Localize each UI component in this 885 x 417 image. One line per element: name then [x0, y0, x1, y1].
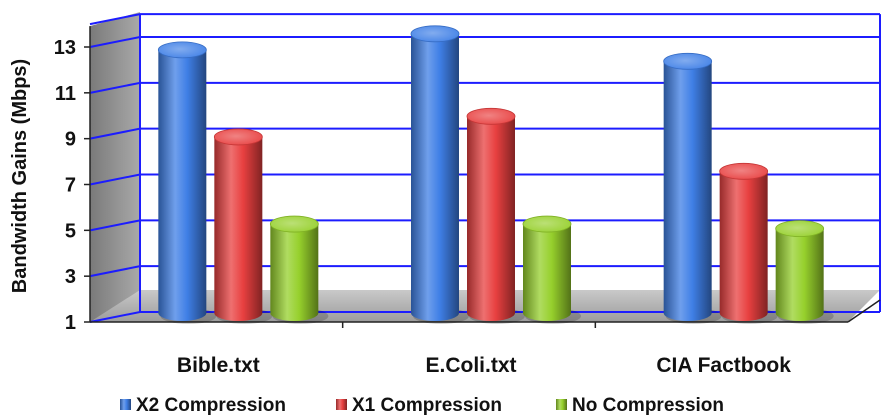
- bar: [269, 215, 329, 324]
- bar: [775, 220, 834, 324]
- y-tick-label: 13: [54, 37, 76, 59]
- y-tick-label: 9: [65, 129, 76, 151]
- bar-body: [775, 228, 824, 321]
- bar-top: [663, 52, 713, 70]
- bar: [466, 107, 525, 324]
- gridline: [89, 13, 880, 26]
- category-label: Bible.txt: [177, 354, 260, 377]
- bar: [157, 41, 217, 324]
- floor-right-edge: [847, 299, 881, 323]
- bar-top: [157, 41, 207, 59]
- category-label: E.Coli.txt: [425, 354, 516, 377]
- gridline: [89, 81, 880, 94]
- legend-item: No Compression: [556, 395, 724, 416]
- bar-top: [719, 162, 769, 180]
- y-tick-label: 11: [55, 83, 76, 105]
- bar-top: [466, 107, 516, 125]
- legend-swatch: [120, 399, 131, 410]
- y-tick-label: 7: [65, 175, 76, 197]
- gridlines: [89, 13, 881, 323]
- gridline: [89, 36, 880, 48]
- bar-top: [522, 215, 572, 233]
- legend-label: X2 Compression: [136, 395, 286, 416]
- legend-label: X1 Compression: [352, 395, 502, 416]
- bar: [522, 215, 581, 324]
- y-tick-label: 5: [65, 220, 76, 242]
- y-axis-title: Bandwidth Gains (Mbps): [9, 59, 31, 293]
- y-tick-label: 1: [65, 312, 76, 334]
- legend-swatch: [336, 399, 347, 410]
- bar: [719, 162, 778, 324]
- bar-body: [523, 224, 571, 321]
- bar-top: [213, 128, 263, 146]
- bars: [157, 25, 834, 324]
- legend-item: X2 Compression: [120, 395, 286, 416]
- category-labels: Bible.txt E.Coli.txt CIA Factbook: [177, 354, 791, 377]
- y-tick-label: 3: [65, 266, 76, 288]
- bar-top: [775, 220, 825, 238]
- bar-body: [214, 136, 263, 322]
- legend-label: No Compression: [572, 395, 724, 416]
- bar-body: [411, 33, 459, 321]
- bar: [410, 25, 469, 324]
- bar-body: [719, 171, 768, 321]
- legend-swatch: [556, 399, 567, 410]
- bar-body: [663, 61, 712, 321]
- bar-top: [269, 215, 319, 233]
- bar: [663, 52, 722, 324]
- category-label: CIA Factbook: [656, 354, 791, 377]
- bar-body: [158, 49, 207, 321]
- legend-item: X1 Compression: [336, 395, 502, 416]
- bar-top: [410, 25, 460, 43]
- bar-body: [467, 116, 515, 321]
- bar: [213, 128, 273, 324]
- legend: X2 Compression X1 Compression No Compressi…: [120, 395, 724, 416]
- axes: [84, 26, 881, 328]
- bar-body: [270, 224, 319, 321]
